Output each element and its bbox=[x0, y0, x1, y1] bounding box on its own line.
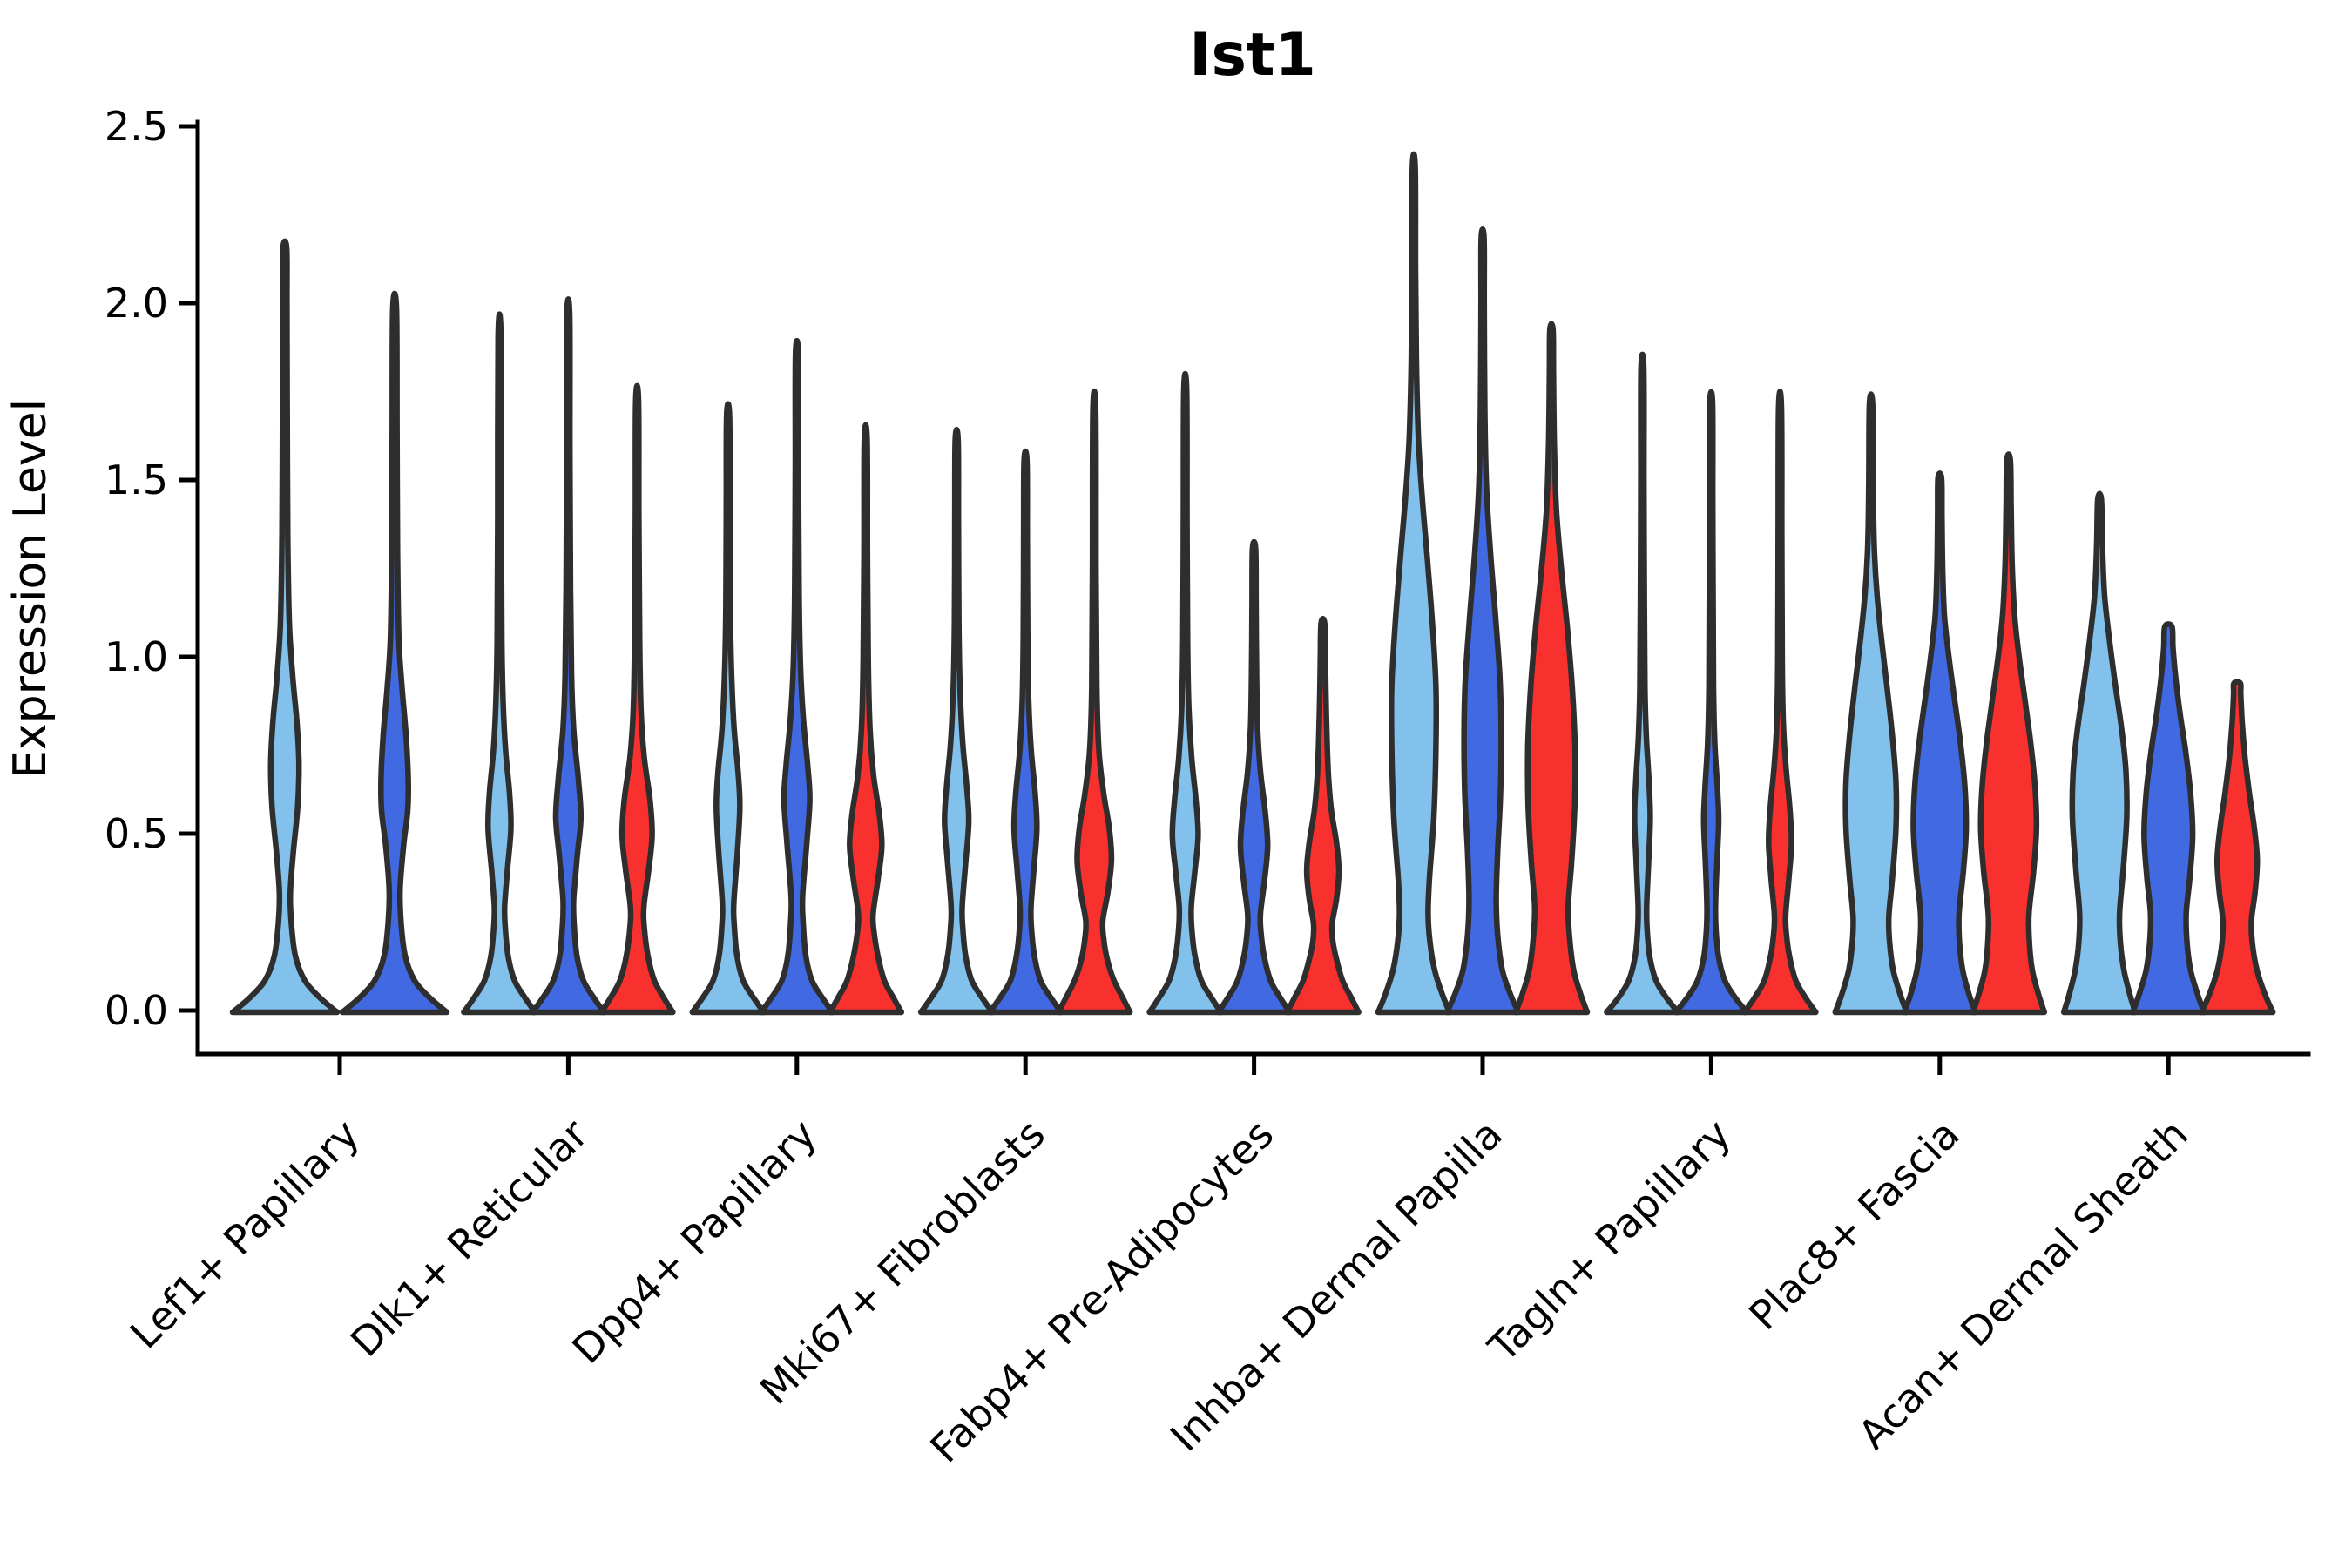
x-tick-label: Lef1+ Papillary bbox=[121, 1111, 368, 1358]
x-tick-label: Tagln+ Papillary bbox=[1479, 1111, 1740, 1372]
x-tick-label: Dpp4+ Papillary bbox=[563, 1111, 825, 1373]
violin-2-2 bbox=[827, 422, 905, 1016]
violin-5-0 bbox=[1375, 151, 1453, 1016]
violins-layer bbox=[229, 151, 2276, 1016]
violin-7-1 bbox=[1901, 470, 1979, 1016]
violin-8-0 bbox=[2060, 490, 2139, 1016]
violin-2-1 bbox=[758, 337, 836, 1016]
violin-3-1 bbox=[986, 448, 1064, 1016]
violin-4-1 bbox=[1215, 538, 1293, 1016]
y-tick-label: 2.0 bbox=[105, 280, 168, 327]
violin-2-0 bbox=[689, 401, 767, 1016]
chart-title: Ist1 bbox=[1189, 21, 1316, 90]
x-tick-label: Dlk1+ Reticular bbox=[341, 1111, 597, 1366]
violin-0-0 bbox=[229, 238, 341, 1016]
violin-8-2 bbox=[2198, 679, 2276, 1016]
violin-6-1 bbox=[1673, 389, 1750, 1016]
y-tick-label: 0.5 bbox=[105, 810, 168, 857]
violin-8-1 bbox=[2129, 621, 2207, 1016]
violin-7-2 bbox=[1970, 451, 2048, 1016]
violin-4-0 bbox=[1146, 370, 1224, 1016]
violin-7-0 bbox=[1832, 391, 1910, 1016]
violin-3-0 bbox=[917, 426, 996, 1016]
y-tick-label: 2.5 bbox=[105, 103, 168, 150]
violin-1-2 bbox=[598, 382, 676, 1016]
violin-1-0 bbox=[461, 311, 538, 1016]
violin-6-2 bbox=[1741, 389, 1819, 1016]
y-tick-label: 1.0 bbox=[105, 633, 168, 680]
violin-6-0 bbox=[1604, 351, 1681, 1016]
violin-5-2 bbox=[1512, 321, 1591, 1016]
y-tick-label: 0.0 bbox=[105, 987, 168, 1034]
violin-3-2 bbox=[1055, 388, 1133, 1016]
violin-5-1 bbox=[1443, 226, 1522, 1016]
y-tick-label: 1.5 bbox=[105, 456, 168, 504]
violin-4-2 bbox=[1284, 616, 1362, 1016]
violin-0-1 bbox=[339, 290, 450, 1016]
violin-1-1 bbox=[530, 296, 607, 1016]
y-axis-label: Expression Level bbox=[4, 399, 57, 779]
y-ticks-layer: 0.0 0.5 1.0 1.5 2.0 2.5 bbox=[105, 103, 198, 1034]
x-tick-label: Plac8+ Fascia bbox=[1740, 1111, 1968, 1339]
